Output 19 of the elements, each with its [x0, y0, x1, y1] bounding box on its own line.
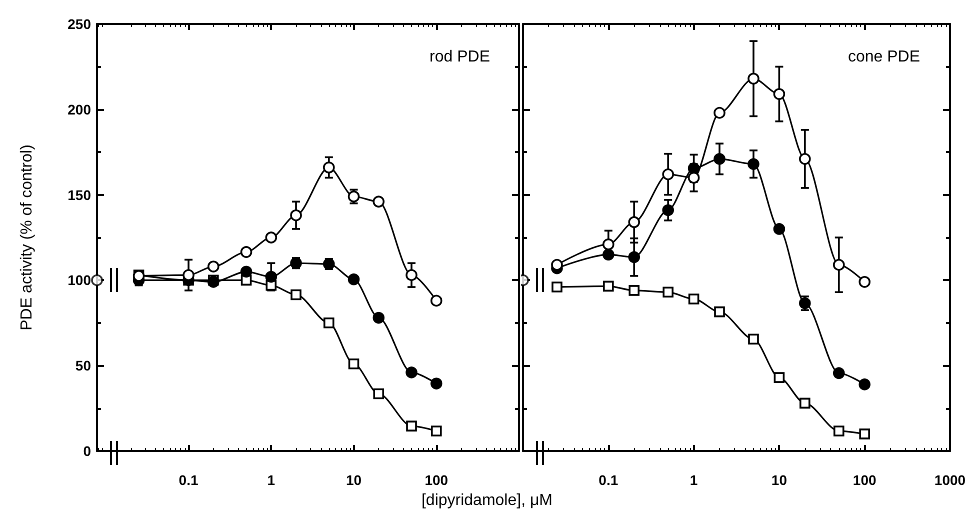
y-tick-label: 100 — [68, 272, 92, 288]
x-axis-title: [dipyridamole], μM — [420, 492, 554, 510]
x-tick-label: 100 — [424, 472, 448, 488]
x-tick-label: 1 — [267, 472, 276, 488]
y-axis-title: PDE activity (% of control) — [18, 144, 36, 330]
x-tick-label: 1000 — [934, 472, 966, 488]
x-tick-label: 100 — [852, 472, 876, 488]
y-tick-label: 150 — [68, 186, 92, 203]
text: cone PDE — [848, 48, 920, 66]
y-tick-label: 250 — [68, 16, 92, 32]
x-tick-label: 10 — [771, 472, 788, 488]
text: rod PDE — [430, 48, 490, 66]
x-tick-label: 0.1 — [178, 472, 198, 488]
x-tick-label: 0.1 — [598, 472, 618, 488]
x-tick-label: 10 — [346, 472, 362, 488]
y-tick-label: 50 — [75, 358, 92, 374]
y-tick-label: 200 — [68, 101, 92, 118]
x-tick-label: 1 — [690, 472, 698, 488]
y-tick-label: 0 — [83, 443, 92, 459]
